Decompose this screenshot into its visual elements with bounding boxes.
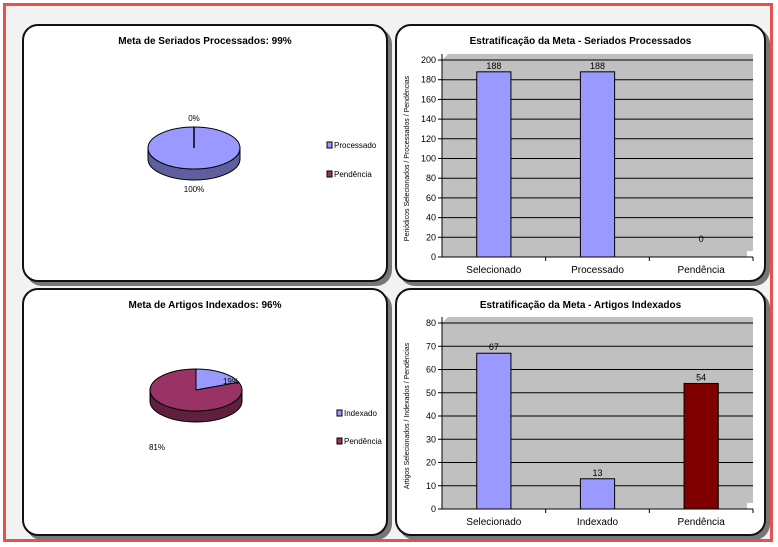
chart-panel-artigos-pie: Meta de Artigos Indexados: 96% 19% 81% Ind… <box>22 288 388 536</box>
bar <box>683 382 719 510</box>
x-tick-label: Selecionado <box>466 517 521 528</box>
y-tick-label: 10 <box>426 481 436 491</box>
legend-swatch <box>326 141 333 149</box>
legend-swatch <box>336 409 343 417</box>
y-tick-label: 50 <box>426 388 436 398</box>
y-tick-label: 80 <box>426 173 436 183</box>
chart-panel-seriados-bar: Estratificação da Meta - Seriados Proces… <box>395 24 766 282</box>
bar <box>579 71 616 258</box>
chart-panel-seriados-pie: Meta de Seriados Processados: 99% 100% 0%… <box>22 24 388 282</box>
y-tick-label: 30 <box>426 434 436 444</box>
y-axis-title: Periódicos Selecionados / Processados / … <box>404 75 411 241</box>
y-tick-label: 140 <box>421 114 436 124</box>
pie-data-label: 19% <box>223 377 239 386</box>
bar-chart-artigos: 0 10 20 30 40 50 60 70 80 67 Selecionado 13 Indexado… <box>404 317 754 528</box>
bar-value-label: 188 <box>486 61 501 71</box>
y-tick-label: 60 <box>426 365 436 375</box>
pie-slice <box>195 368 240 391</box>
y-axis-title: Artigos Selecionados / Indexados / Pendê… <box>404 342 411 489</box>
y-tick-label: 200 <box>421 55 436 65</box>
y-tick-label: 160 <box>421 94 436 104</box>
y-tick-label: 180 <box>421 75 436 85</box>
bar <box>579 478 616 510</box>
legend-swatch <box>336 437 343 445</box>
x-tick-label: Processado <box>571 265 624 276</box>
y-tick-label: 80 <box>426 318 436 328</box>
legend-swatch <box>326 170 333 178</box>
legend-label: Pendência <box>344 437 382 446</box>
x-tick-label: Pendência <box>678 265 726 276</box>
bar-value-label: 188 <box>590 61 605 71</box>
y-tick-label: 20 <box>426 458 436 468</box>
chart-title: Meta de Artigos Indexados: 96% <box>128 300 282 311</box>
y-tick-label: 40 <box>426 411 436 421</box>
pie-data-label: 81% <box>149 443 165 452</box>
y-tick-label: 20 <box>426 232 436 242</box>
pie-chart-artigos: 19% 81% Indexado Pendência <box>149 368 382 452</box>
y-tick-label: 100 <box>421 154 436 164</box>
y-tick-label: 0 <box>431 252 436 262</box>
legend-label: Processado <box>334 141 377 150</box>
legend-label: Indexado <box>344 409 377 418</box>
chart-title: Estratificação da Meta - Seriados Proces… <box>469 36 692 47</box>
y-tick-label: 60 <box>426 193 436 203</box>
bar-value-label: 13 <box>592 468 602 478</box>
legend-label: Pendência <box>334 170 372 179</box>
chart-panel-artigos-bar: Estratificação da Meta - Artigos Indexad… <box>395 288 766 536</box>
y-tick-label: 40 <box>426 213 436 223</box>
bar-value-label: 67 <box>489 342 499 352</box>
bar-chart-seriados: 0 20 40 60 80 100 120 140 160 180 200 188 Selecionad… <box>404 54 754 276</box>
y-tick-label: 70 <box>426 341 436 351</box>
bar <box>476 352 512 510</box>
y-tick-label: 120 <box>421 134 436 144</box>
chart-title: Estratificação da Meta - Artigos Indexad… <box>479 300 682 311</box>
bar-value-label: 0 <box>699 234 704 244</box>
y-tick-label: 0 <box>431 504 436 514</box>
pie-data-label: 0% <box>188 114 200 123</box>
bar <box>476 71 512 258</box>
pie-chart-seriados: 100% 0% Processado Pendência <box>147 114 377 194</box>
x-tick-label: Selecionado <box>466 265 521 276</box>
pie-slice <box>149 368 243 412</box>
x-tick-label: Pendência <box>678 517 726 528</box>
chart-title: Meta de Seriados Processados: 99% <box>118 36 292 47</box>
bar-value-label: 54 <box>696 372 706 382</box>
x-tick-label: Indexado <box>577 517 619 528</box>
pie-data-label: 100% <box>184 185 204 194</box>
